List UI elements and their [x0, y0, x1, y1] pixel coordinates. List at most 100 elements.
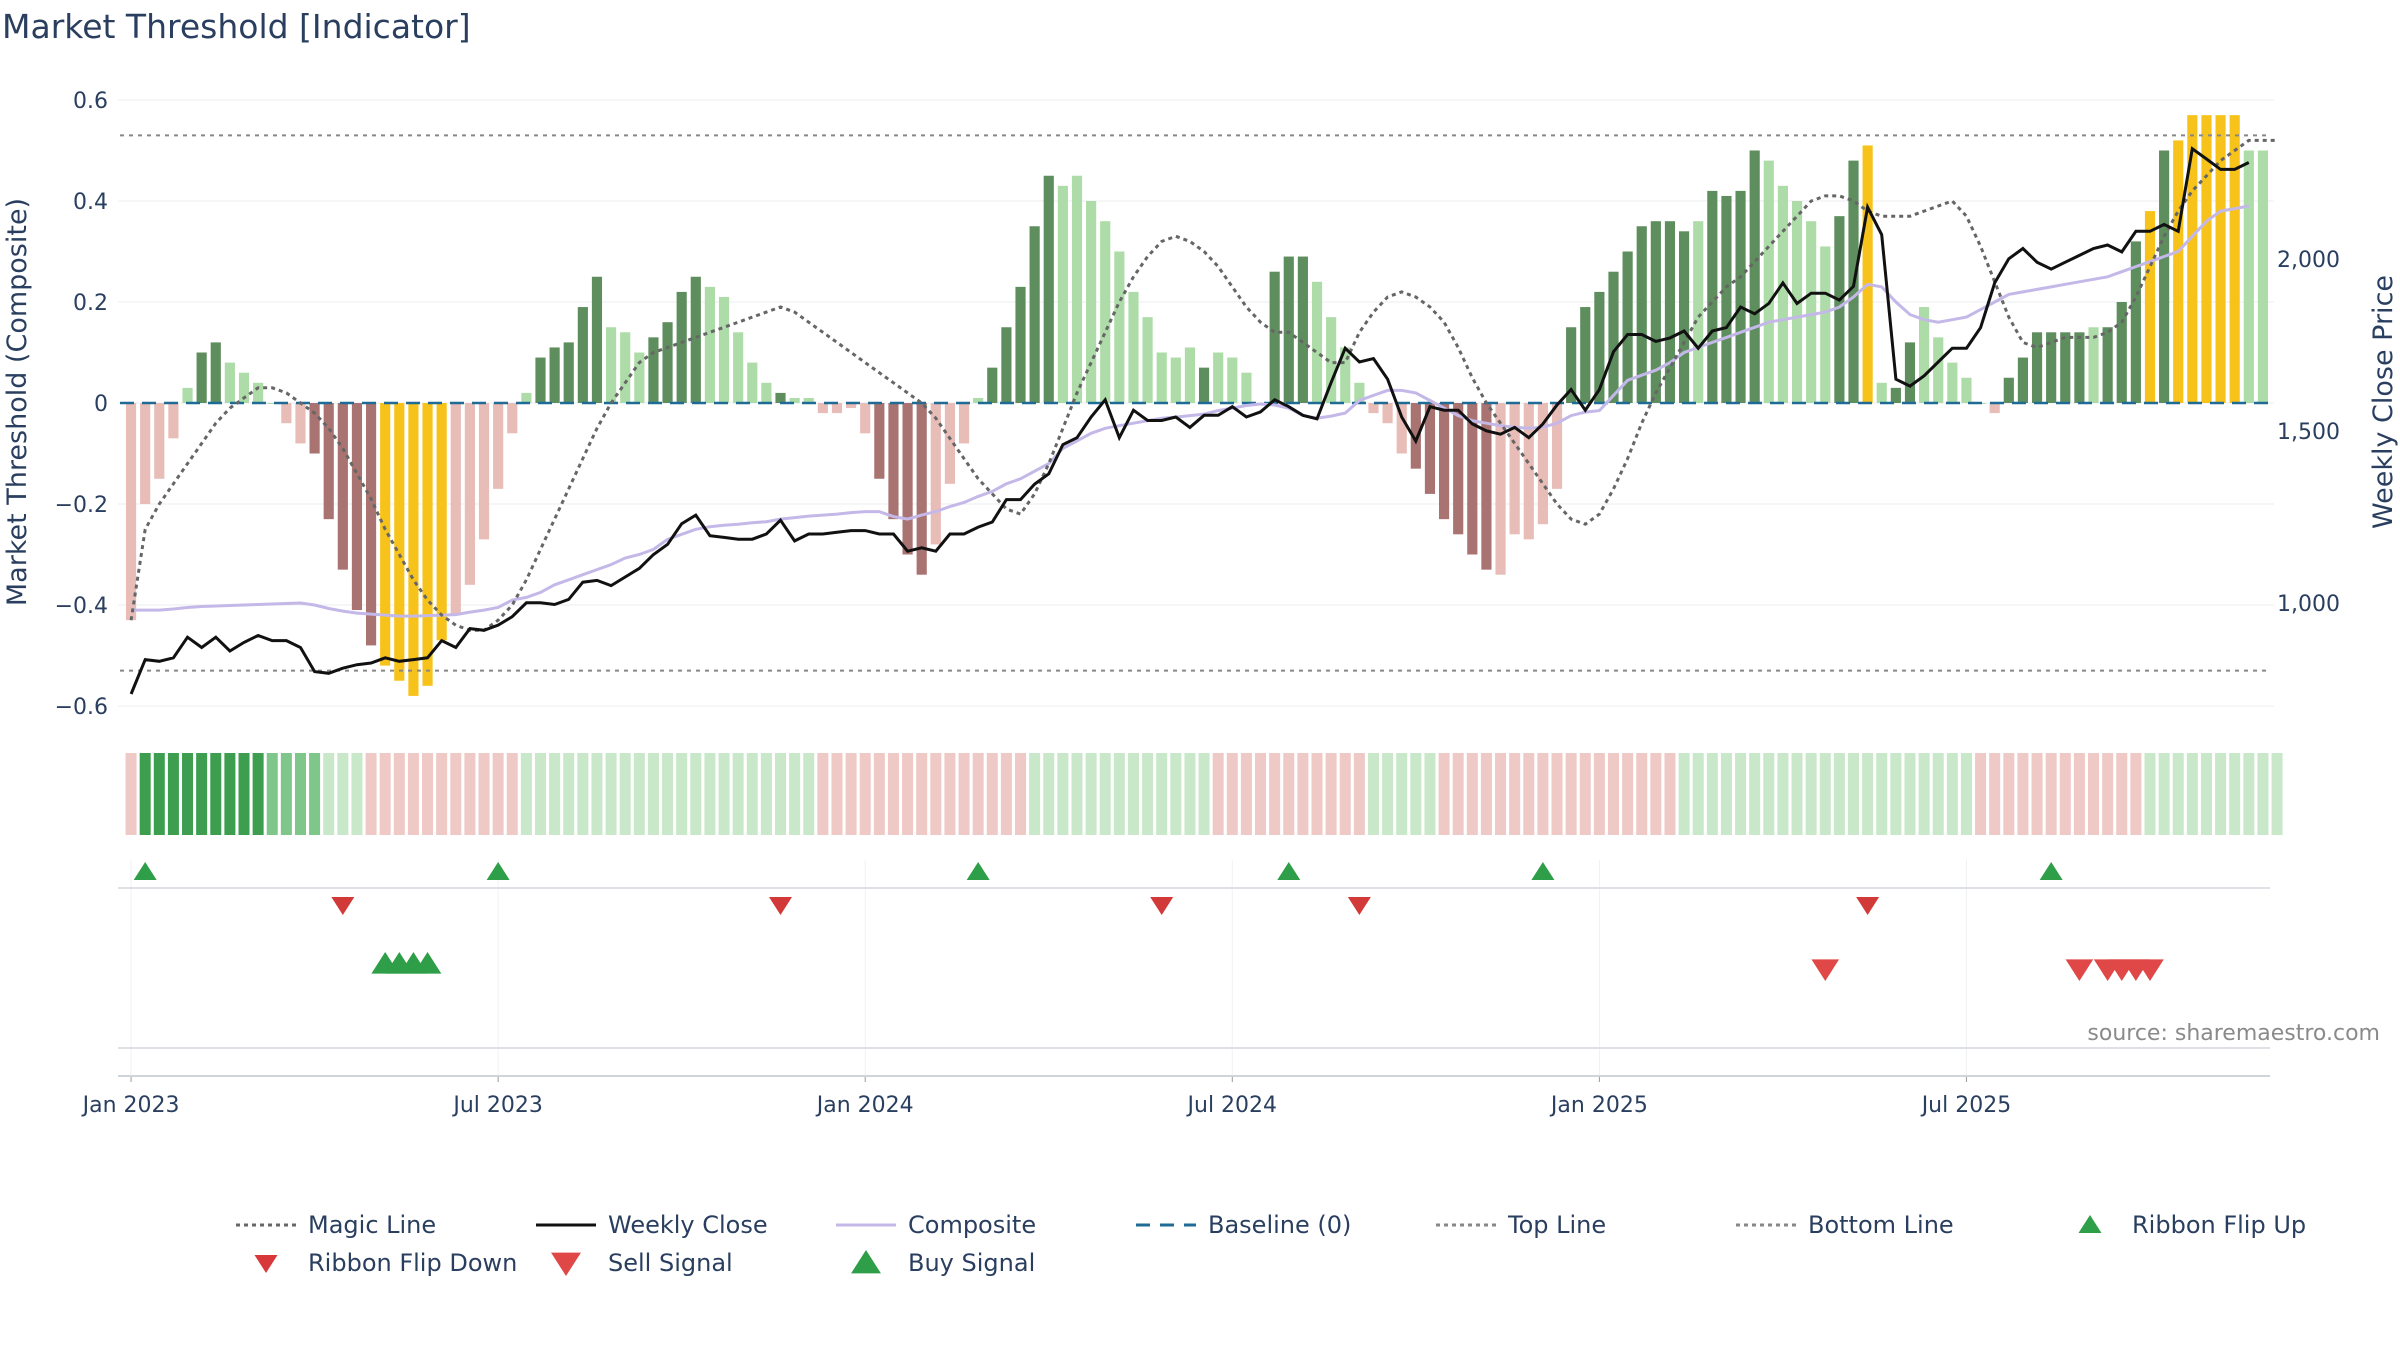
- ribbon-cell: [1495, 753, 1507, 835]
- threshold-bar: [1862, 145, 1873, 403]
- threshold-bar: [154, 403, 165, 479]
- threshold-bar: [394, 403, 405, 681]
- ribbon-flip-up-marker: [1531, 862, 1555, 880]
- threshold-bar: [1989, 403, 2000, 414]
- threshold-bar: [1396, 403, 1407, 454]
- ribbon-cell: [690, 753, 702, 835]
- ribbon-cell: [1240, 753, 1252, 835]
- threshold-bar: [1834, 216, 1845, 403]
- threshold-bar: [238, 372, 250, 403]
- threshold-bar: [464, 403, 475, 585]
- ribbon-cell: [760, 753, 772, 835]
- threshold-bar: [140, 403, 151, 504]
- threshold-bar: [1763, 160, 1774, 403]
- ribbon-cell: [210, 753, 222, 835]
- threshold-bar: [1509, 403, 1520, 535]
- threshold-bar: [1213, 352, 1224, 403]
- threshold-bar: [2017, 357, 2029, 403]
- threshold-bar: [690, 276, 701, 403]
- ribbon-cell: [1678, 753, 1690, 835]
- threshold-bar: [930, 403, 941, 545]
- ribbon-cell: [1622, 753, 1634, 835]
- ribbon-cell: [323, 753, 335, 835]
- ribbon-cell: [407, 753, 419, 835]
- y-left-tick-label: −0.4: [55, 594, 108, 619]
- threshold-bar: [1566, 327, 1577, 403]
- threshold-bar: [1198, 367, 1210, 403]
- ribbon-cell: [1805, 753, 1817, 835]
- threshold-bar: [323, 403, 334, 520]
- ribbon-cell: [2172, 753, 2184, 835]
- ribbon-cell: [2144, 753, 2156, 835]
- threshold-bar: [1424, 403, 1436, 494]
- legend-item: Bottom Line: [1736, 1211, 1954, 1239]
- ribbon-cell: [1946, 753, 1958, 835]
- ribbon-cell: [746, 753, 758, 835]
- ribbon-cell: [1509, 753, 1521, 835]
- ribbon-cell: [1523, 753, 1535, 835]
- ribbon-cell: [887, 753, 899, 835]
- ribbon-cell: [1537, 753, 1549, 835]
- threshold-bar: [253, 382, 264, 403]
- threshold-bar: [1495, 403, 1506, 575]
- ribbon-cell: [1650, 753, 1662, 835]
- threshold-bar: [1481, 403, 1492, 570]
- ribbon-cell: [1142, 753, 1154, 835]
- ribbon-cell: [1692, 753, 1704, 835]
- threshold-bar: [1622, 251, 1633, 403]
- threshold-bar: [634, 352, 645, 403]
- threshold-bar: [1340, 347, 1351, 403]
- ribbon-cell: [520, 753, 532, 835]
- ribbon-cell: [1071, 753, 1083, 835]
- threshold-bar: [436, 403, 447, 641]
- threshold-bar: [1015, 286, 1026, 403]
- threshold-bar: [1170, 357, 1181, 403]
- sell-signal-marker: [2065, 959, 2094, 981]
- ribbon-cell: [1551, 753, 1563, 835]
- ribbon-cell: [1565, 753, 1577, 835]
- ribbon-cell: [704, 753, 716, 835]
- ribbon-cell: [1000, 753, 1012, 835]
- y-left-tick-label: 0.4: [73, 190, 108, 215]
- threshold-bar: [2130, 241, 2141, 403]
- legend-item: Buy Signal: [851, 1249, 1035, 1277]
- y-left-tick-label: 0.6: [73, 89, 108, 114]
- threshold-bar: [1933, 337, 1944, 403]
- threshold-bar: [1326, 317, 1337, 403]
- buy-signal-marker: [413, 952, 442, 974]
- ribbon-cell: [1636, 753, 1648, 835]
- ribbon-cell: [224, 753, 236, 835]
- threshold-bar: [521, 392, 532, 403]
- ribbon-flip-up-marker: [486, 862, 510, 880]
- ribbon-cell: [252, 753, 264, 835]
- threshold-bar: [2229, 115, 2240, 404]
- threshold-bar: [1368, 403, 1379, 414]
- threshold-bar: [846, 403, 857, 409]
- ribbon-cell: [958, 753, 970, 835]
- ribbon-cell: [2243, 753, 2255, 835]
- ribbon-cell: [1862, 753, 1874, 835]
- legend-swatch: [2078, 1215, 2102, 1233]
- ribbon-cell: [1904, 753, 1916, 835]
- ribbon-cell: [944, 753, 956, 835]
- ribbon-cell: [436, 753, 448, 835]
- ribbon-cell: [1975, 753, 1987, 835]
- threshold-bar: [874, 403, 885, 479]
- threshold-bar: [831, 403, 843, 414]
- threshold-bar: [944, 403, 956, 484]
- legend-item: Baseline (0): [1136, 1211, 1351, 1239]
- ribbon-cell: [1382, 753, 1394, 835]
- ribbon-cell: [1353, 753, 1365, 835]
- threshold-bar: [535, 357, 546, 403]
- ribbon-cell: [1113, 753, 1125, 835]
- threshold-bar: [1650, 221, 1661, 403]
- threshold-bar: [1043, 175, 1054, 403]
- legend-item: Weekly Close: [536, 1211, 768, 1239]
- ribbon-cell: [1396, 753, 1408, 835]
- threshold-bar: [973, 397, 984, 403]
- threshold-bar: [1890, 387, 1901, 403]
- legend-label: Weekly Close: [608, 1211, 768, 1239]
- legend-label: Magic Line: [308, 1211, 436, 1239]
- threshold-bar: [987, 367, 998, 403]
